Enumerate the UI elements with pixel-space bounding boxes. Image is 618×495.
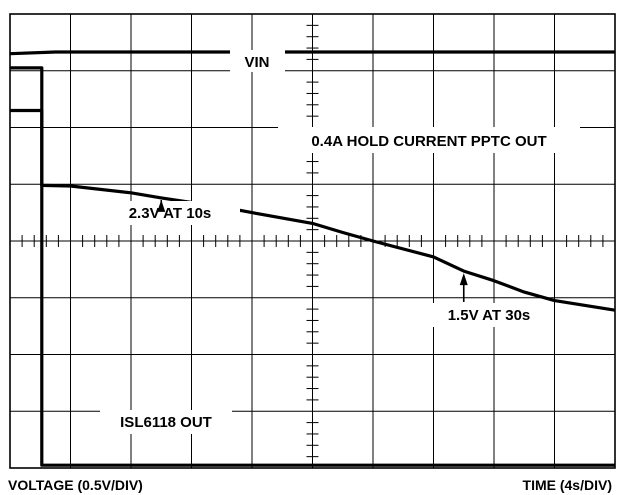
x-axis-label: TIME (4s/DIV) xyxy=(523,477,612,493)
annotation-1-bg xyxy=(100,201,240,225)
annotation-2p3v-10s: 2.3V AT 10s xyxy=(129,205,212,222)
annotation-arrow-2 xyxy=(459,273,468,302)
annotation-arrow-1 xyxy=(157,199,166,212)
pptc-label: 0.4A HOLD CURRENT PPTC OUT xyxy=(311,133,546,150)
isl6118-label-bg xyxy=(100,410,232,434)
trace-vin xyxy=(9,50,615,56)
vin-label-bg xyxy=(230,50,285,72)
trace-0-4a-hold-current-pptc-out xyxy=(10,108,616,312)
center-tick-marks xyxy=(21,24,604,458)
trace-isl6118-out xyxy=(10,66,615,467)
arrow-head xyxy=(157,199,166,212)
vin-label: VIN xyxy=(244,54,269,71)
pptc-label-bg xyxy=(278,127,580,153)
annotation-2-bg xyxy=(426,303,552,327)
annotation-1p5v-30s: 1.5V AT 30s xyxy=(448,307,531,324)
y-axis-label: VOLTAGE (0.5V/DIV) xyxy=(8,477,143,493)
isl6118-label: ISL6118 OUT xyxy=(120,414,212,431)
arrow-head xyxy=(459,273,468,286)
